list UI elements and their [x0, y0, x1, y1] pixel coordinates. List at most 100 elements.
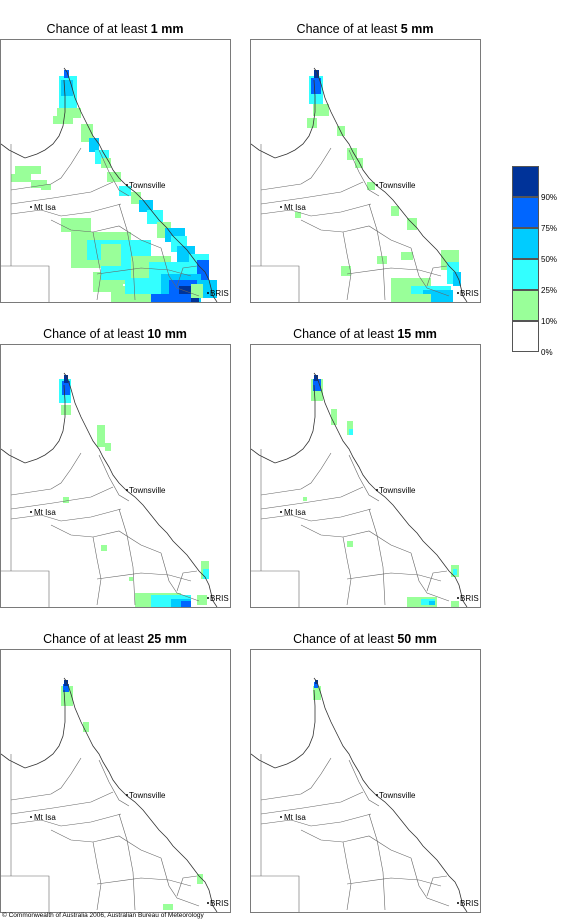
coastline	[313, 67, 468, 302]
probability-cell	[341, 266, 351, 276]
district-boundary	[342, 536, 352, 606]
town-marker	[126, 489, 128, 491]
coastline	[251, 384, 316, 464]
district-boundary	[342, 841, 352, 911]
district-boundary	[98, 149, 130, 197]
probability-cell	[125, 278, 153, 294]
district-boundary	[176, 875, 198, 897]
coastline	[251, 79, 316, 159]
district-boundary	[96, 877, 192, 887]
legend-swatch-75-90	[512, 197, 539, 228]
town-marker	[280, 511, 282, 513]
district-boundary	[50, 219, 162, 249]
legend-tick: 25%	[541, 286, 558, 295]
probability-cell	[139, 200, 153, 212]
map-canvas	[251, 67, 468, 302]
district-boundary	[1, 570, 50, 607]
district-boundary	[348, 454, 380, 502]
map-canvas	[1, 372, 218, 607]
town-marker	[457, 597, 459, 599]
district-boundary	[342, 231, 352, 301]
district-boundary	[368, 508, 386, 606]
map-canvas	[1, 677, 218, 912]
probability-cell	[313, 686, 321, 700]
district-boundary	[260, 813, 372, 827]
coastline	[251, 689, 316, 769]
probability-cell	[314, 682, 318, 688]
panel-title: Chance of at least 50 mm	[293, 632, 437, 646]
coastline	[313, 677, 468, 912]
probability-cell	[181, 601, 191, 607]
district-boundary	[368, 813, 386, 911]
town-marker	[30, 511, 32, 513]
district-boundary	[10, 757, 82, 801]
district-boundary	[160, 552, 200, 602]
rain-probability-map: Townsville Mt Isa BRIS	[250, 649, 481, 913]
probability-cell	[197, 595, 207, 605]
probability-cell	[131, 192, 141, 204]
coastline	[63, 67, 218, 302]
probability-cell	[313, 104, 329, 116]
district-boundary	[10, 508, 122, 522]
map-canvas	[1, 67, 218, 302]
legend-swatch-90-100	[512, 166, 539, 197]
place-label-townsville: Townsville	[129, 181, 166, 190]
town-marker	[376, 184, 378, 186]
rain-probability-map: Townsville Mt Isa BRIS	[0, 344, 231, 608]
probability-cell	[377, 256, 387, 264]
probability-cell	[57, 108, 81, 118]
district-boundary	[92, 841, 102, 911]
probability-cell	[81, 124, 93, 142]
probability-cell	[197, 874, 203, 884]
probability-cell	[347, 148, 357, 160]
place-label-brisbane: BRIS	[460, 594, 479, 603]
district-boundary	[346, 877, 442, 887]
probability-cell	[63, 497, 69, 503]
town-marker	[207, 292, 209, 294]
town-marker	[30, 816, 32, 818]
panel-title: Chance of at least 25 mm	[43, 632, 187, 646]
district-boundary	[1, 265, 50, 302]
probability-cell	[31, 180, 47, 188]
probability-cell	[191, 284, 203, 298]
district-boundary	[160, 247, 200, 297]
district-boundary	[348, 149, 380, 197]
district-boundary	[176, 570, 198, 592]
panel-title: Chance of at least 15 mm	[293, 327, 437, 341]
district-boundary	[251, 570, 300, 607]
district-boundary	[92, 536, 102, 606]
coastline	[1, 384, 66, 464]
district-boundary	[300, 219, 412, 249]
town-marker	[280, 206, 282, 208]
town-marker	[457, 902, 459, 904]
probability-cell	[337, 126, 345, 136]
probability-cell	[119, 186, 131, 196]
place-label-mt-isa: Mt Isa	[34, 203, 56, 212]
place-label-townsville: Townsville	[379, 791, 416, 800]
probability-cell	[64, 70, 69, 78]
probability-legend: 90% 75% 50% 25% 10% 0%	[512, 166, 570, 357]
district-boundary	[426, 875, 448, 897]
probability-cell	[307, 118, 317, 128]
district-boundary	[260, 147, 332, 191]
place-label-mt-isa: Mt Isa	[284, 203, 306, 212]
district-boundary	[260, 791, 364, 815]
legend-tick: 50%	[541, 255, 558, 264]
coastline	[313, 372, 468, 607]
probability-cell	[313, 379, 321, 391]
district-boundary	[426, 570, 448, 592]
place-label-brisbane: BRIS	[460, 289, 479, 298]
place-label-mt-isa: Mt Isa	[284, 813, 306, 822]
probability-cell	[97, 425, 105, 447]
probability-cell	[401, 294, 431, 302]
probability-cell	[314, 70, 319, 78]
coastline	[1, 689, 66, 769]
town-marker	[280, 816, 282, 818]
probability-cell	[311, 78, 321, 94]
district-boundary	[410, 857, 450, 907]
district-boundary	[300, 829, 412, 859]
probability-cell	[295, 212, 301, 218]
town-marker	[207, 597, 209, 599]
probability-cell	[53, 116, 73, 124]
probability-cell	[367, 182, 375, 190]
